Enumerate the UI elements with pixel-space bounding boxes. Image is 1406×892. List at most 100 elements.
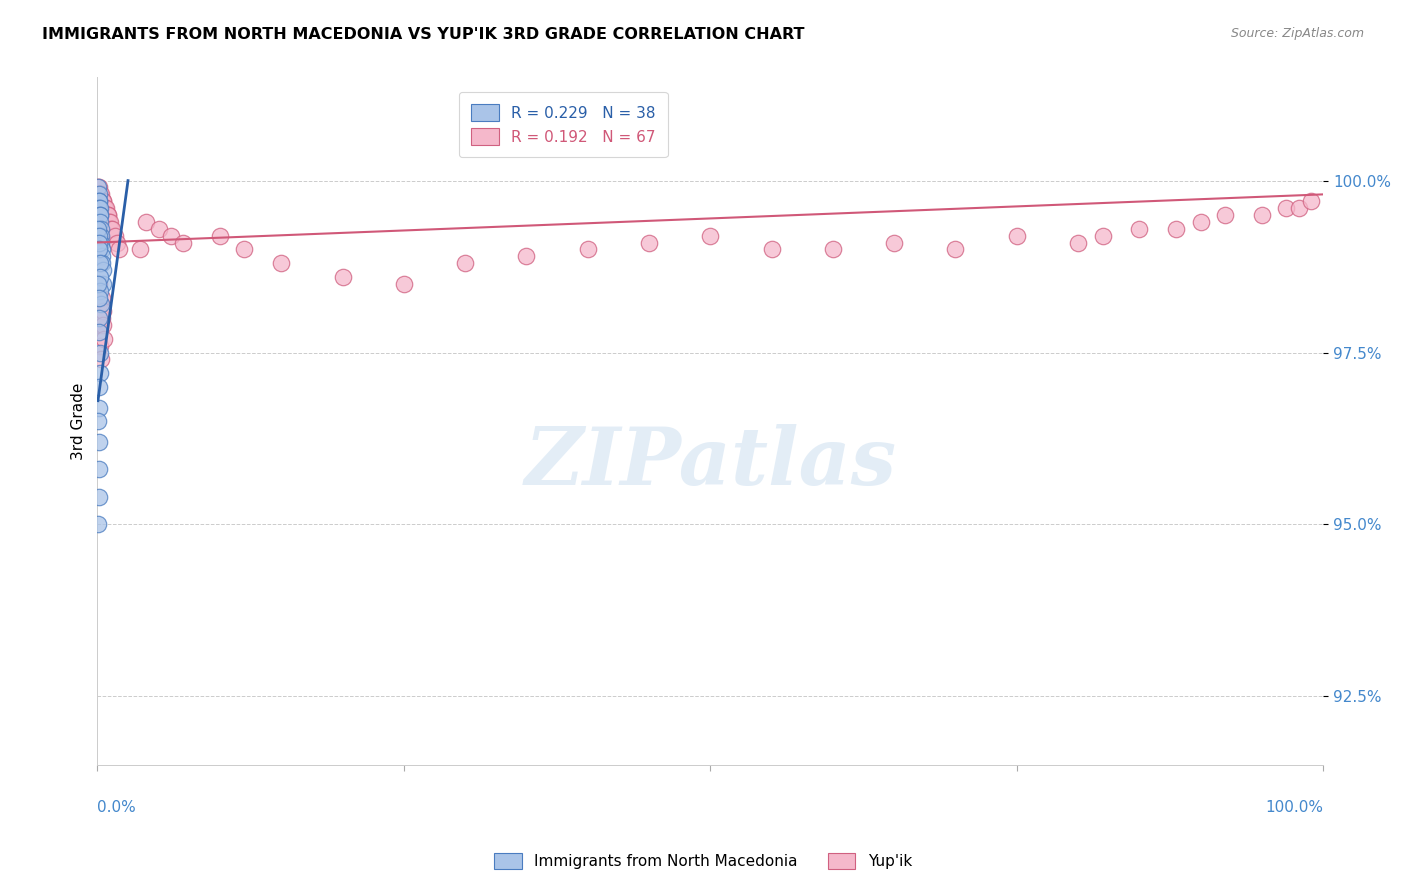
Point: [94, 201, 117, 215]
Point: [87, 380, 110, 394]
Point: [89, 187, 111, 202]
Point: [699, 228, 721, 243]
Point: [87, 401, 110, 415]
Point: [89, 339, 111, 353]
Point: [91, 256, 114, 270]
Point: [87, 243, 110, 257]
Point: [89, 187, 111, 202]
Point: [883, 235, 905, 250]
Point: [1128, 221, 1150, 235]
Point: [89, 243, 111, 257]
Point: [821, 243, 844, 257]
Text: 0.0%: 0.0%: [97, 799, 136, 814]
Point: [87, 180, 110, 194]
Point: [129, 243, 152, 257]
Point: [89, 256, 111, 270]
Point: [105, 235, 128, 250]
Point: [87, 434, 110, 449]
Point: [87, 221, 110, 235]
Point: [93, 332, 115, 346]
Point: [93, 194, 115, 209]
Point: [91, 291, 114, 305]
Point: [160, 228, 183, 243]
Point: [172, 235, 194, 250]
Point: [87, 256, 110, 270]
Point: [87, 490, 110, 504]
Point: [90, 235, 112, 250]
Point: [1213, 208, 1236, 222]
Text: 100.0%: 100.0%: [1265, 799, 1323, 814]
Point: [638, 235, 661, 250]
Point: [90, 243, 112, 257]
Point: [91, 194, 114, 209]
Point: [90, 311, 112, 326]
Point: [108, 243, 131, 257]
Point: [1091, 228, 1114, 243]
Point: [90, 352, 112, 367]
Point: [1275, 201, 1298, 215]
Legend: R = 0.229   N = 38, R = 0.192   N = 67: R = 0.229 N = 38, R = 0.192 N = 67: [458, 92, 668, 157]
Point: [91, 263, 114, 277]
Point: [89, 208, 111, 222]
Point: [89, 325, 111, 339]
Point: [270, 256, 292, 270]
Text: IMMIGRANTS FROM NORTH MACEDONIA VS YUP'IK 3RD GRADE CORRELATION CHART: IMMIGRANTS FROM NORTH MACEDONIA VS YUP'I…: [42, 27, 804, 42]
Point: [89, 318, 111, 332]
Point: [91, 277, 114, 291]
Point: [89, 366, 111, 380]
Point: [87, 277, 110, 291]
Point: [90, 221, 112, 235]
Point: [90, 228, 112, 243]
Point: [89, 284, 111, 298]
Point: [93, 318, 115, 332]
Point: [87, 187, 110, 202]
Point: [576, 243, 599, 257]
Point: [89, 345, 111, 359]
Point: [1189, 215, 1212, 229]
Point: [1005, 228, 1028, 243]
Point: [89, 215, 111, 229]
Point: [87, 311, 110, 326]
Point: [90, 187, 112, 202]
Point: [148, 221, 170, 235]
Point: [332, 269, 354, 284]
Point: [91, 194, 114, 209]
Point: [98, 215, 121, 229]
Point: [89, 269, 111, 284]
Point: [233, 243, 256, 257]
Point: [97, 208, 120, 222]
Point: [1299, 194, 1322, 209]
Point: [87, 235, 110, 250]
Point: [101, 221, 124, 235]
Point: [89, 297, 111, 311]
Point: [90, 297, 112, 311]
Point: [1288, 201, 1310, 215]
Point: [89, 187, 111, 202]
Y-axis label: 3rd Grade: 3rd Grade: [72, 383, 86, 460]
Point: [1251, 208, 1274, 222]
Point: [96, 208, 118, 222]
Point: [454, 256, 477, 270]
Point: [135, 215, 157, 229]
Point: [1166, 221, 1188, 235]
Text: Source: ZipAtlas.com: Source: ZipAtlas.com: [1230, 27, 1364, 40]
Point: [103, 228, 125, 243]
Point: [392, 277, 415, 291]
Point: [1067, 235, 1090, 250]
Point: [87, 517, 110, 532]
Point: [87, 180, 110, 194]
Point: [89, 201, 111, 215]
Point: [94, 201, 117, 215]
Point: [208, 228, 231, 243]
Point: [87, 228, 110, 243]
Point: [87, 414, 110, 428]
Point: [98, 215, 121, 229]
Point: [515, 249, 537, 263]
Point: [89, 194, 111, 209]
Point: [87, 194, 110, 209]
Point: [91, 304, 114, 318]
Point: [91, 249, 114, 263]
Point: [93, 201, 115, 215]
Legend: Immigrants from North Macedonia, Yup'ik: Immigrants from North Macedonia, Yup'ik: [488, 847, 918, 875]
Point: [87, 180, 110, 194]
